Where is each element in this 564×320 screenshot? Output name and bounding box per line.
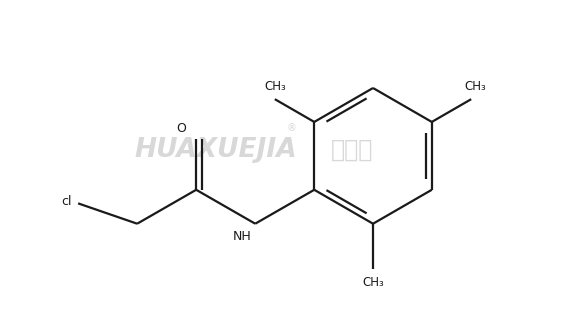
Text: HUAXUEJIA: HUAXUEJIA	[134, 137, 297, 163]
Text: 化学加: 化学加	[331, 138, 373, 162]
Text: NH: NH	[232, 230, 251, 243]
Text: O: O	[177, 122, 186, 135]
Text: ®: ®	[287, 124, 297, 133]
Text: CH₃: CH₃	[465, 80, 486, 92]
Text: CH₃: CH₃	[362, 276, 384, 289]
Text: CH₃: CH₃	[264, 80, 286, 92]
Text: cl: cl	[61, 195, 72, 208]
